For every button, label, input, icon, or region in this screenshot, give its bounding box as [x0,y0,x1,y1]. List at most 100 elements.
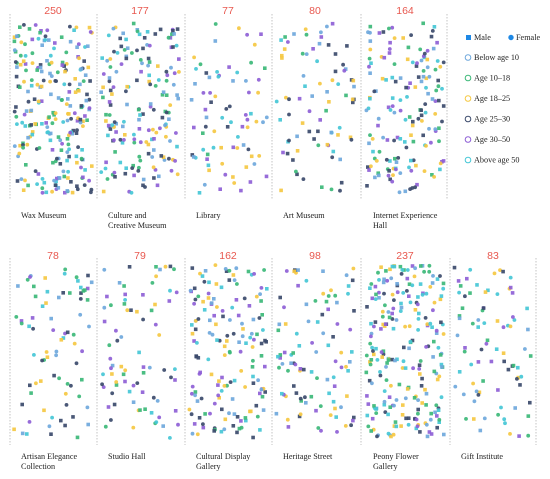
visitor-point [52,178,56,183]
visitor-point [59,338,64,342]
visitor-point [158,27,163,32]
visitor-point [85,405,90,410]
visitor-point [146,142,151,147]
visitor-point [434,403,439,408]
visitor-point [172,267,176,272]
visitor-point [175,144,179,149]
visitor-point [141,371,146,375]
visitor-point [351,266,356,271]
visitor-point [378,373,383,378]
visitor-point [25,432,29,436]
visitor-point [56,186,61,190]
visitor-point [316,129,320,134]
visitor-point [59,148,64,152]
visitor-point [316,143,321,148]
visitor-point [498,268,502,272]
visitor-point [104,160,108,165]
visitor-point [137,165,141,170]
visitor-point [367,168,371,172]
visitor-point [66,169,70,174]
visitor-point [418,359,423,363]
visitor-point [52,373,56,378]
visitor-point [256,378,260,383]
visitor-point [439,294,444,298]
visitor-point [193,390,198,394]
visitor-point [35,68,39,72]
visitor-point [256,77,261,82]
visitor-point [219,389,224,393]
visitor-point [125,102,129,107]
visitor-point [151,165,156,170]
visitor-point [68,104,73,108]
visitor-point [251,435,255,440]
visitor-point [374,407,378,411]
visitor-point [420,401,424,405]
visitor-point [349,423,353,428]
venue-panel: 80 Art Museum [274,5,356,220]
visitor-point [368,362,373,367]
visitor-point [229,120,233,125]
visitor-point [219,429,224,434]
visitor-point [300,51,305,56]
visitor-point [372,352,376,357]
visitor-point [528,354,533,358]
visitor-point [335,322,340,326]
visitor-point [411,366,415,371]
visitor-point [81,124,85,128]
visitor-point [368,71,372,75]
visitor-point [164,134,168,139]
visitor-point [419,384,424,388]
visitor-point [264,340,268,344]
visitor-point [14,315,19,319]
visitor-point [417,363,422,367]
visitor-point [429,34,434,39]
visitor-point [212,401,217,406]
visitor-point [244,418,248,423]
visitor-point [518,383,522,387]
visitor-point [114,328,118,333]
visitor-point [345,44,349,48]
visitor-point [49,316,53,321]
visitor-point [376,171,380,175]
visitor-point [19,40,24,45]
visitor-point [21,188,26,192]
visitor-point [68,291,72,295]
venue-label: Creative Museum [108,221,167,230]
visitor-point [374,159,379,163]
visitor-point [137,154,142,159]
visitor-point [440,119,444,124]
visitor-point [384,78,388,82]
visitor-point [331,399,336,404]
visitor-point [49,432,53,436]
visitor-point [237,26,241,31]
visitor-point [66,97,70,101]
visitor-point [125,308,130,313]
visitor-point [30,316,35,320]
visitor-point [168,103,173,107]
visitor-point [433,99,438,103]
visitor-point [34,381,38,386]
visitor-point [147,79,151,84]
visitor-point [112,170,117,175]
visitor-point [368,39,373,43]
visitor-point [52,46,56,51]
visitor-point [99,90,103,94]
visitor-point [502,417,507,422]
visitor-point [220,309,225,313]
visitor-point [155,183,160,188]
visitor-point [232,378,237,383]
visitor-point [50,415,54,420]
visitor-point [29,391,33,395]
visitor-point [153,322,158,327]
visitor-point [440,86,444,91]
visitor-point [388,405,392,409]
visitor-point [437,126,441,130]
venue-panel: 250 Wax Museum [12,5,94,220]
visitor-point [419,79,424,84]
visitor-point [321,291,326,296]
visitor-point [84,98,89,103]
visitor-point [20,431,25,436]
visitor-point [431,46,436,51]
visitor-point [304,32,309,37]
visitor-point [236,313,241,318]
